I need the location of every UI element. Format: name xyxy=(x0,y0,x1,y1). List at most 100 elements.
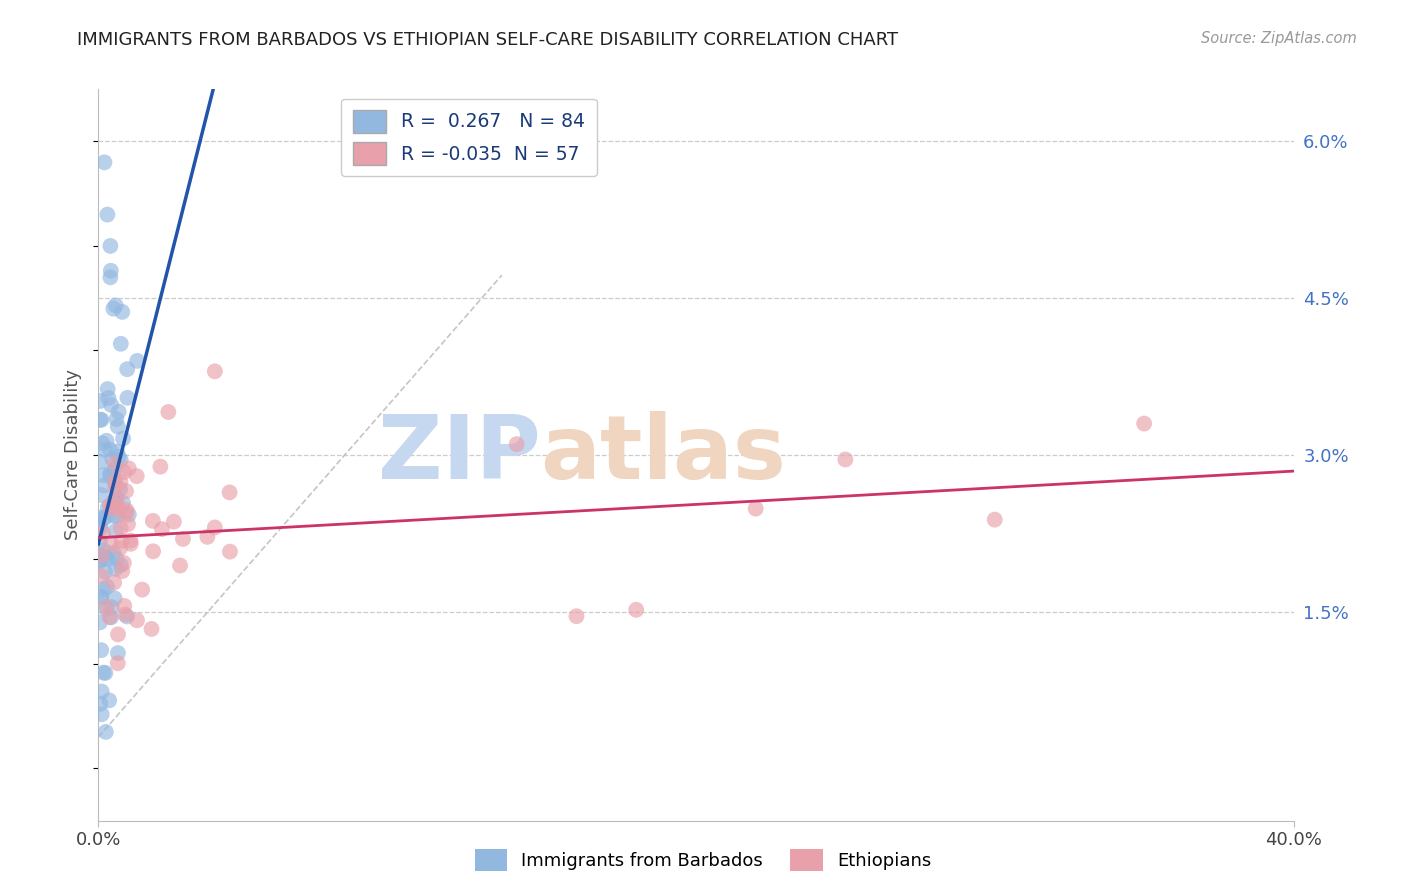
Text: ZIP: ZIP xyxy=(378,411,541,499)
Point xyxy=(108,504,131,518)
Point xyxy=(103,546,125,560)
Point xyxy=(115,609,138,624)
Point xyxy=(626,603,648,617)
Point xyxy=(107,646,129,660)
Point xyxy=(117,391,139,405)
Point xyxy=(120,533,142,548)
Point xyxy=(163,515,186,529)
Point xyxy=(96,580,118,594)
Point xyxy=(111,564,134,578)
Point xyxy=(100,600,122,615)
Point xyxy=(204,364,226,378)
Point xyxy=(89,553,111,567)
Point xyxy=(984,513,1007,527)
Point xyxy=(111,533,134,548)
Point xyxy=(112,599,135,613)
Point xyxy=(103,494,125,508)
Point xyxy=(98,442,121,457)
Point xyxy=(97,382,120,396)
Point xyxy=(90,488,112,502)
Point xyxy=(111,496,134,510)
Point xyxy=(104,475,127,489)
Point xyxy=(110,475,132,489)
Point xyxy=(115,503,138,517)
Point xyxy=(103,508,125,523)
Point xyxy=(97,391,120,405)
Point xyxy=(169,558,191,573)
Point xyxy=(120,537,142,551)
Y-axis label: Self-Care Disability: Self-Care Disability xyxy=(65,369,83,541)
Point xyxy=(98,499,121,513)
Point xyxy=(141,622,163,636)
Point xyxy=(96,552,118,566)
Point xyxy=(108,541,131,556)
Point xyxy=(565,609,588,624)
Point xyxy=(506,437,529,451)
Point xyxy=(103,301,125,316)
Point xyxy=(110,521,132,535)
Point xyxy=(112,432,135,446)
Point xyxy=(104,298,127,312)
Point xyxy=(118,508,141,522)
Point xyxy=(107,450,129,464)
Point xyxy=(103,575,125,590)
Point xyxy=(89,455,111,469)
Point xyxy=(112,556,135,570)
Point xyxy=(100,398,122,412)
Point xyxy=(89,394,111,409)
Point xyxy=(142,514,165,528)
Point xyxy=(104,524,127,538)
Point xyxy=(111,305,134,319)
Point xyxy=(94,443,117,458)
Text: atlas: atlas xyxy=(541,411,786,499)
Point xyxy=(100,466,122,480)
Point xyxy=(118,461,141,475)
Point xyxy=(89,413,111,427)
Point xyxy=(110,558,132,573)
Point xyxy=(89,615,111,630)
Point xyxy=(100,536,122,550)
Point xyxy=(103,462,125,476)
Point xyxy=(94,510,117,524)
Point xyxy=(89,554,111,568)
Point xyxy=(90,413,112,427)
Point xyxy=(142,544,165,558)
Point xyxy=(204,520,226,534)
Point xyxy=(150,522,173,536)
Point xyxy=(100,610,122,624)
Point xyxy=(89,549,111,563)
Point xyxy=(90,590,112,604)
Point xyxy=(218,485,240,500)
Point xyxy=(115,484,138,499)
Point xyxy=(115,506,138,520)
Point xyxy=(96,434,118,448)
Point xyxy=(98,468,121,483)
Point xyxy=(107,627,129,641)
Point xyxy=(90,591,112,605)
Point xyxy=(90,643,112,657)
Point xyxy=(94,602,117,616)
Point xyxy=(110,336,132,351)
Point xyxy=(93,543,115,558)
Point xyxy=(117,517,139,532)
Point xyxy=(1133,417,1156,431)
Point xyxy=(131,582,153,597)
Point xyxy=(104,474,127,488)
Point xyxy=(104,591,127,606)
Point xyxy=(219,544,242,558)
Point xyxy=(96,599,118,614)
Point xyxy=(105,494,128,508)
Point xyxy=(96,550,118,565)
Point xyxy=(105,412,128,426)
Point xyxy=(115,362,138,376)
Point xyxy=(172,532,194,546)
Point xyxy=(93,468,115,483)
Point xyxy=(93,582,115,597)
Point xyxy=(105,498,128,512)
Point xyxy=(125,469,148,483)
Point xyxy=(157,405,180,419)
Point xyxy=(98,239,122,253)
Legend: Immigrants from Barbados, Ethiopians: Immigrants from Barbados, Ethiopians xyxy=(467,842,939,879)
Point xyxy=(89,510,111,524)
Point xyxy=(834,452,856,467)
